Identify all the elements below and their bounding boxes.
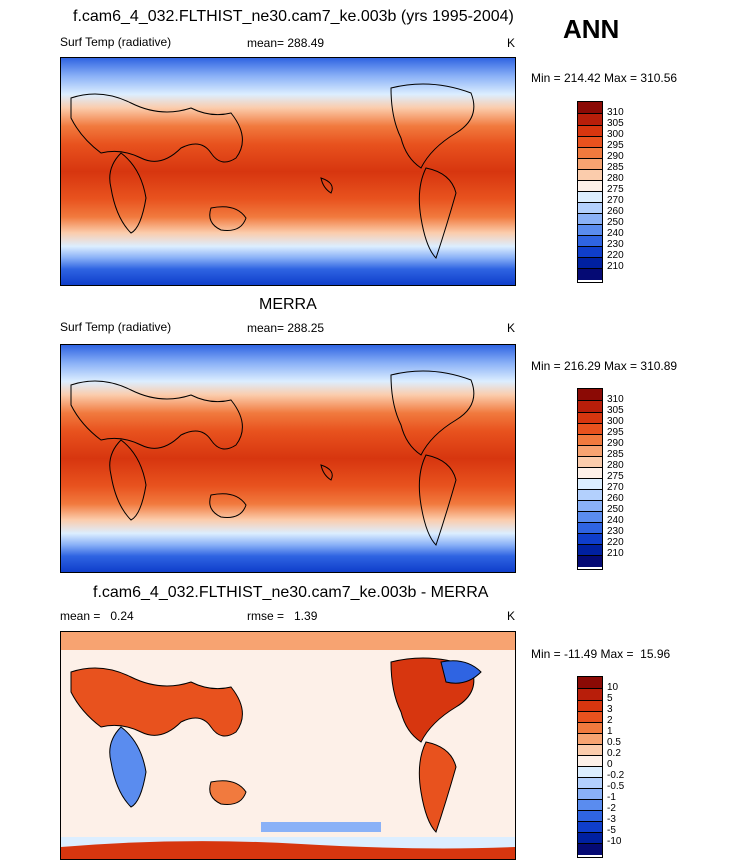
colorbar-tick-label: -2	[607, 803, 616, 814]
colorbar-tick-label: 240	[607, 228, 624, 239]
panel-1-minmax: Min = 214.42 Max = 310.56	[531, 71, 678, 85]
colorbar-tick-label: 260	[607, 206, 624, 217]
panel-3-mean-label: mean = 0.24	[60, 609, 134, 623]
panel-3-title: f.cam6_4_032.FLTHIST_ne30.cam7_ke.003b -…	[93, 584, 489, 601]
panel-3-minmax: Min = -11.49 Max = 15.96	[531, 647, 671, 661]
colorbar-tick-label: 210	[607, 548, 624, 559]
colorbar-tick-label: -3	[607, 814, 616, 825]
colorbar-tick-label: 2	[607, 715, 613, 726]
panel-2-title: MERRA	[259, 296, 317, 313]
colorbar-tick-label: -1	[607, 792, 616, 803]
colorbar-tick-label: 240	[607, 515, 624, 526]
colorbar-tick-label: -0.5	[607, 781, 625, 792]
colorbar-tick-label: 270	[607, 195, 624, 206]
panel-1-units: K	[507, 36, 516, 50]
colorbar-tick-label: 275	[607, 471, 624, 482]
colorbar-tick-label: 300	[607, 416, 624, 427]
panel-3-units: K	[507, 609, 516, 623]
panel-3-rmse-label: rmse = 1.39	[247, 609, 318, 623]
colorbar-tick-label: 1	[607, 726, 613, 737]
colorbar-tick-label: 10	[607, 682, 619, 693]
colorbar-tick-label: 230	[607, 526, 624, 537]
colorbar-tick-label: 290	[607, 438, 624, 449]
colorbar-tick-label: 295	[607, 427, 624, 438]
colorbar-tick-label: 280	[607, 460, 624, 471]
colorbar-tick-label: 5	[607, 693, 613, 704]
colorbar-tick-label: -10	[607, 836, 622, 847]
colorbar-tick-label: 285	[607, 162, 624, 173]
panel-2-map-svg	[61, 345, 515, 572]
panel-2-map	[60, 344, 516, 573]
colorbar-tick-label: 260	[607, 493, 624, 504]
colorbar-tick-label: 250	[607, 217, 624, 228]
colorbar-tick-label: -0.2	[607, 770, 625, 781]
panel-3-colorbar	[577, 676, 603, 858]
colorbar-tick-label: 295	[607, 140, 624, 151]
panel-3-map	[60, 631, 516, 860]
panel-2-mean-label: mean= 288.25	[247, 321, 325, 335]
colorbar-tick-label: 220	[607, 537, 624, 548]
panel-1-variable-label: Surf Temp (radiative)	[60, 35, 172, 49]
colorbar-tick-label: 290	[607, 151, 624, 162]
colorbar-tick-label: 275	[607, 184, 624, 195]
colorbar-tick-label: 230	[607, 239, 624, 250]
colorbar-tick-label: 210	[607, 261, 624, 272]
colorbar-tick-label: 285	[607, 449, 624, 460]
panel-2-units: K	[507, 321, 516, 335]
colorbar-tick-label: 270	[607, 482, 624, 493]
panel-1-title: f.cam6_4_032.FLTHIST_ne30.cam7_ke.003b (…	[73, 8, 514, 25]
colorbar-tick-label: 3	[607, 704, 613, 715]
panel-2-variable-label: Surf Temp (radiative)	[60, 320, 172, 334]
colorbar-tick-label: -5	[607, 825, 616, 836]
panel-1-colorbar	[577, 101, 603, 283]
panel-1-map-svg	[61, 58, 515, 285]
panel-2-minmax: Min = 216.29 Max = 310.89	[531, 359, 678, 373]
colorbar-tick-label: 220	[607, 250, 624, 261]
colorbar-tick-label: 310	[607, 394, 624, 405]
panel-2-colorbar	[577, 388, 603, 570]
colorbar-tick-label: 305	[607, 405, 624, 416]
colorbar-tick-label: 0	[607, 759, 613, 770]
colorbar-tick-label: 300	[607, 129, 624, 140]
colorbar-tick-label: 280	[607, 173, 624, 184]
colorbar-tick-label: 250	[607, 504, 624, 515]
colorbar-tick-label: 0.2	[607, 748, 621, 759]
panel-1-mean-label: mean= 288.49	[247, 36, 325, 50]
colorbar-tick-label: 310	[607, 107, 624, 118]
panel-3-map-svg	[61, 632, 515, 859]
colorbar-tick-label: 0.5	[607, 737, 621, 748]
panel-1-map	[60, 57, 516, 286]
colorbar-tick-label: 305	[607, 118, 624, 129]
season-label: ANN	[563, 14, 620, 44]
